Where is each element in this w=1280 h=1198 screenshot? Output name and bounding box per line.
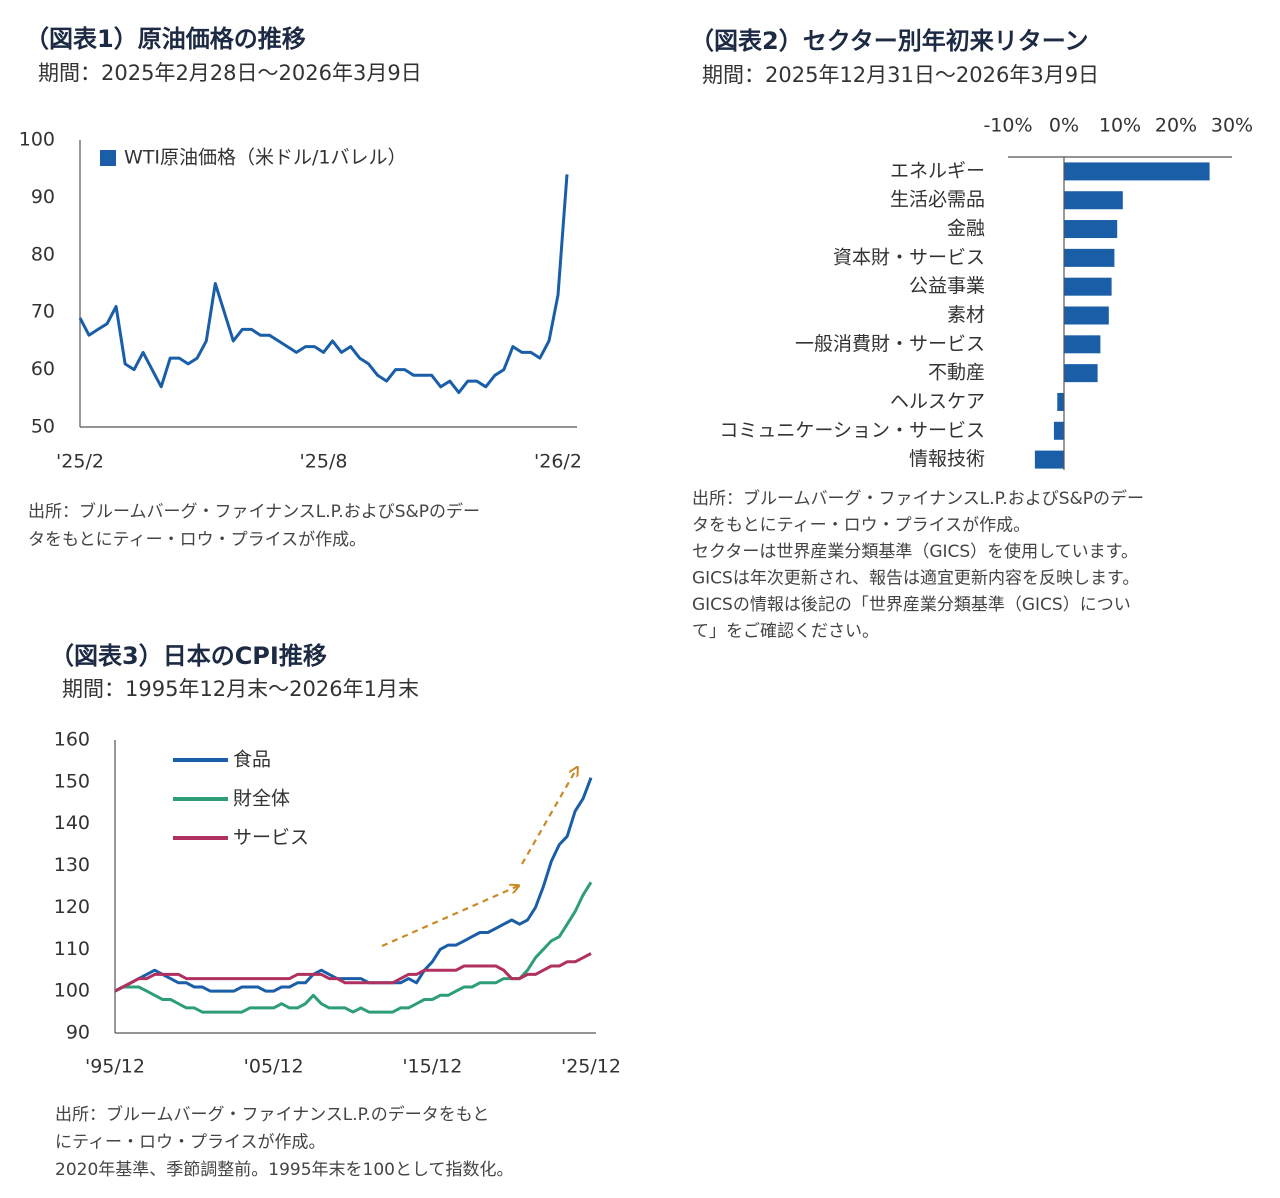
y-tick-label: 140 (54, 812, 90, 834)
y-tick-label: 160 (54, 729, 90, 751)
x-tick-label: 30% (1211, 115, 1253, 137)
chart-title: （図表2）セクター別年初来リターン (690, 27, 1089, 55)
series-line (114, 881, 593, 1014)
source-note: タをもとにティー・ロウ・プライスが作成。 (28, 530, 366, 550)
y-tick-label: 100 (19, 129, 55, 151)
legend-swatch (100, 150, 116, 166)
y-tick-label: 50 (31, 416, 55, 438)
source-note: 出所：ブルームバーグ・ファイナンスL.P.およびS&Pのデー (692, 488, 1144, 509)
bar (1064, 220, 1118, 239)
y-tick-label: 90 (31, 186, 55, 208)
chart-subtitle: 期間：2025年2月28日～2026年3月9日 (38, 61, 422, 85)
x-tick-label: 20% (1155, 115, 1197, 137)
x-tick-label: '15/12 (402, 1056, 462, 1078)
y-tick-label: 110 (54, 938, 90, 960)
bar (1064, 335, 1101, 354)
x-tick-label: '25/2 (56, 451, 104, 473)
legend-label: WTI原油価格（米ドル/1バレル） (124, 147, 407, 169)
y-tick-label: 150 (54, 770, 90, 792)
bar (1064, 162, 1210, 181)
category-label: コミュニケーション・サービス (719, 419, 985, 441)
bar (1064, 248, 1115, 267)
x-tick-label: 0% (1049, 115, 1079, 137)
x-tick-label: '25/8 (300, 451, 348, 473)
chart-title: （図表1）原油価格の推移 (25, 25, 306, 53)
category-label: ヘルスケア (890, 390, 985, 412)
bar (1034, 450, 1064, 469)
category-label: 一般消費財・サービス (795, 333, 985, 355)
bar (1064, 277, 1112, 296)
y-tick-label: 90 (66, 1022, 90, 1044)
bar (1053, 421, 1064, 440)
bar (1064, 364, 1098, 383)
chart-subtitle: 期間：1995年12月末～2026年1月末 (62, 677, 419, 701)
bar (1064, 306, 1109, 325)
x-tick-label: -10% (983, 115, 1032, 137)
source-note: 2020年基準、季節調整前。1995年末を100として指数化。 (55, 1160, 513, 1180)
y-tick-label: 100 (54, 980, 90, 1002)
category-label: 素材 (947, 304, 985, 326)
legend-label: 食品 (233, 749, 271, 771)
bar (1057, 392, 1064, 411)
series-line (114, 777, 593, 993)
category-label: 不動産 (928, 362, 985, 384)
series-line (114, 952, 592, 993)
bar (1064, 191, 1123, 210)
x-tick-label: '26/2 (534, 451, 582, 473)
y-tick-label: 120 (54, 896, 90, 918)
trend-arrow (521, 768, 577, 865)
y-tick-label: 80 (31, 243, 55, 265)
source-note: GICSは年次更新され、報告は適宜更新内容を反映します。 (692, 569, 1139, 589)
chart-title: （図表3）日本のCPI推移 (50, 642, 327, 670)
x-tick-label: '05/12 (244, 1056, 304, 1078)
y-tick-label: 130 (54, 854, 90, 876)
chart-subtitle: 期間：2025年12月31日～2026年3月9日 (702, 63, 1099, 87)
category-label: エネルギー (890, 160, 985, 182)
category-label: 金融 (947, 218, 985, 240)
category-label: 情報技術 (909, 448, 985, 470)
source-note: て」をご確認ください。 (692, 622, 879, 642)
y-tick-label: 70 (31, 301, 55, 323)
y-tick-label: 60 (31, 358, 55, 380)
category-label: 公益事業 (909, 275, 985, 297)
series-line (78, 174, 569, 395)
source-note: 出所：ブルームバーグ・ファイナンスL.P.のデータをもと (55, 1104, 489, 1125)
legend-label: サービス (233, 827, 309, 849)
x-tick-label: 10% (1099, 115, 1141, 137)
source-note: にティー・ロウ・プライスが作成。 (55, 1133, 325, 1153)
category-label: 生活必需品 (890, 189, 985, 211)
category-label: 資本財・サービス (833, 246, 985, 268)
source-note: セクターは世界産業分類基準（GICS）を使用しています。 (692, 541, 1138, 562)
trend-arrow (381, 886, 518, 948)
source-note: タをもとにティー・ロウ・プライスが作成。 (692, 516, 1030, 536)
legend-label: 財全体 (233, 788, 290, 810)
source-note: GICSの情報は後記の「世界産業分類基準（GICS）につい (692, 595, 1131, 615)
x-tick-label: '95/12 (85, 1056, 145, 1078)
source-note: 出所：ブルームバーグ・ファイナンスL.P.およびS&Pのデー (28, 501, 480, 522)
x-tick-label: '25/12 (561, 1056, 621, 1078)
